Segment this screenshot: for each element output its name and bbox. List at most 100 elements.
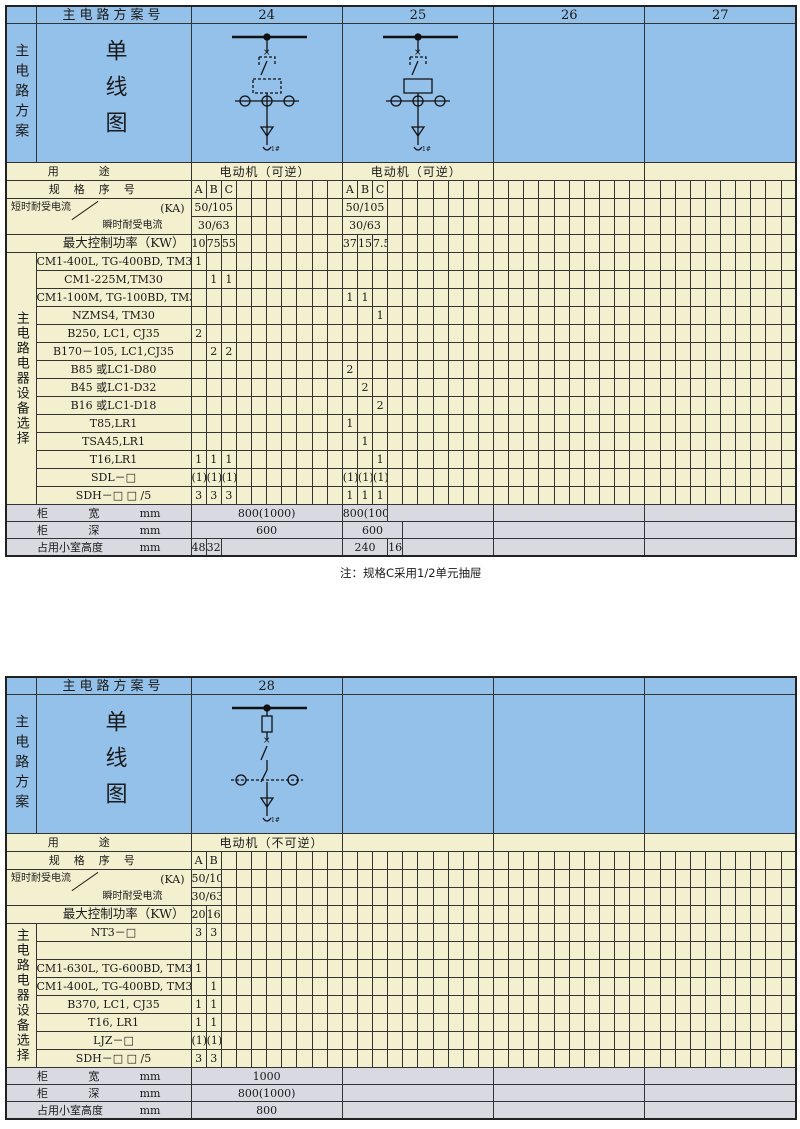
equipment-quantity: [220, 306, 237, 325]
empty-cell: [538, 378, 555, 397]
cabinet-depth-label-part: 柜: [37, 1086, 48, 1100]
empty-cell: [689, 450, 706, 469]
equipment-quantity: [372, 360, 389, 379]
empty-cell: [417, 1013, 434, 1032]
empty-cell: [644, 342, 661, 361]
empty-cell: [765, 198, 782, 217]
empty-cell: [674, 360, 691, 379]
equipment-quantity: [205, 360, 222, 379]
equipment-side-label: 主电路电器设备选择: [13, 311, 29, 446]
empty-cell: [629, 360, 646, 379]
empty-cell: [447, 216, 464, 235]
empty-cell: [462, 270, 479, 289]
empty-cell: [493, 959, 510, 978]
usage-value: 电动机（可逆）: [341, 162, 495, 181]
empty-cell: [704, 905, 722, 924]
corner-cell: [5, 5, 37, 24]
diagram-cell: × 1#: [190, 23, 343, 163]
empty-cell: [250, 887, 268, 906]
empty-cell: [266, 360, 283, 379]
empty-cell: [493, 360, 510, 379]
empty-cell: [311, 198, 328, 217]
empty-cell: [508, 995, 525, 1014]
cable-end: [262, 146, 272, 151]
empty-cell: [266, 905, 283, 924]
empty-cell: [568, 342, 585, 361]
empty-cell: [614, 378, 631, 397]
empty-cell: [341, 869, 358, 888]
empty-cell: [780, 941, 797, 960]
empty-cell: [674, 378, 691, 397]
empty-cell: [311, 905, 328, 924]
empty-cell: [387, 414, 404, 433]
empty-cell: [447, 1049, 464, 1068]
equipment-quantity: [220, 396, 237, 415]
empty-cell: [387, 216, 404, 235]
usage-value: 电动机（可逆）: [190, 162, 343, 181]
empty-cell: [614, 1013, 631, 1032]
empty-cell: [235, 995, 253, 1014]
usage-value: [493, 162, 646, 181]
empty-cell: [296, 180, 313, 199]
empty-cell: [493, 486, 510, 505]
empty-cell: [553, 977, 570, 996]
cabinet-depth-label-part: 柜: [37, 523, 48, 537]
empty-cell: [538, 1031, 555, 1050]
empty-cell: [765, 306, 782, 325]
cabinet-width-value: 800(1000): [190, 504, 343, 522]
empty-cell: [326, 869, 343, 888]
empty-cell: [356, 905, 374, 924]
empty-cell: [493, 923, 510, 942]
corner-cell: [5, 676, 37, 695]
equipment-quantity: [205, 959, 222, 978]
empty-cell: [568, 869, 585, 888]
empty-cell: [281, 869, 298, 888]
diagram-cell: [644, 694, 797, 834]
empty-cell: [326, 905, 343, 924]
empty-cell: [235, 486, 253, 505]
empty-cell: [568, 252, 585, 271]
empty-cell: [387, 360, 404, 379]
equipment-row: SDH－□ □ /5 3 3: [6, 1049, 797, 1068]
empty-cell: [432, 324, 449, 343]
empty-cell: [402, 887, 419, 906]
empty-cell: [538, 1013, 555, 1032]
empty-cell: [477, 198, 495, 217]
empty-cell: [780, 977, 797, 996]
footnote: 注：规格C采用1/2单元抽屉: [340, 566, 482, 580]
empty-cell: [553, 252, 570, 271]
empty-cell: [432, 977, 449, 996]
empty-cell: [326, 995, 343, 1014]
empty-cell: [477, 468, 495, 487]
empty-cell: [689, 252, 706, 271]
empty-cell: [432, 1049, 449, 1068]
empty-cell: [765, 468, 782, 487]
empty-cell: [629, 851, 646, 870]
single-line-diagram-25: × 1#: [382, 33, 458, 153]
empty-cell: [629, 234, 646, 253]
cabinet-depth-value: 600: [341, 521, 404, 539]
empty-cell: [220, 923, 237, 942]
empty-cell: [296, 887, 313, 906]
empty-cell: [311, 887, 328, 906]
empty-cell: [311, 342, 328, 361]
empty-cell: [568, 216, 585, 235]
empty-cell: [553, 180, 570, 199]
empty-cell: [538, 324, 555, 343]
empty-cell: [462, 851, 479, 870]
empty-cell: [720, 923, 737, 942]
compartment-height-value: 800: [190, 1101, 343, 1120]
empty-cell: [417, 234, 434, 253]
equipment-quantity: [372, 414, 389, 433]
empty-cell: [750, 306, 767, 325]
empty-cell: [311, 288, 328, 307]
equipment-quantity: 3: [190, 1049, 207, 1068]
empty-cell: [250, 198, 268, 217]
empty-cell: [417, 851, 434, 870]
empty-cell: [296, 977, 313, 996]
empty-cell: [493, 995, 510, 1014]
equipment-row: CM1-100M, TG-100BD, TM30 1 1: [6, 288, 797, 307]
empty-cell: [462, 959, 479, 978]
empty-cell: [326, 252, 343, 271]
equipment-quantity: [190, 288, 207, 307]
